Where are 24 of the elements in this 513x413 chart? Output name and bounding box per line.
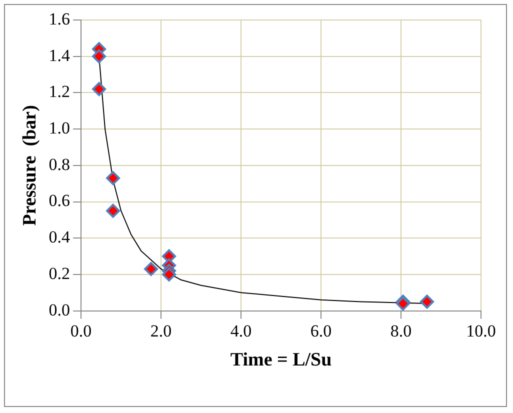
point [106, 204, 120, 218]
y-tick-label: 0.2 [48, 264, 70, 283]
point [92, 49, 106, 64]
x-tick-label: 6.0 [310, 321, 332, 340]
point [162, 267, 176, 282]
y-tick-label: 0.6 [48, 191, 70, 210]
point [144, 262, 158, 276]
point [420, 294, 434, 309]
x-tick-label: 8.0 [390, 321, 412, 340]
point [106, 171, 120, 186]
y-tick-label: 0.8 [48, 154, 70, 174]
x-axis-title: Time = L/Su [230, 350, 332, 371]
y-tick-label: 1.6 [48, 9, 70, 28]
y-tick-label: 1.4 [48, 46, 71, 65]
x-tick-label: 0.0 [70, 321, 92, 340]
x-tick-label: 10.0 [466, 321, 496, 340]
y-tick-label: 1.0 [48, 118, 70, 138]
x-tick-label: 2.0 [150, 321, 172, 340]
y-axis-title: Pressure (bar) [19, 105, 40, 226]
x-tick-label: 4.0 [230, 321, 252, 340]
point [92, 82, 106, 96]
y-tick-label: 0.0 [48, 300, 70, 320]
y-tick-label: 1.2 [48, 82, 70, 102]
y-tick-label: 0.4 [48, 228, 71, 247]
